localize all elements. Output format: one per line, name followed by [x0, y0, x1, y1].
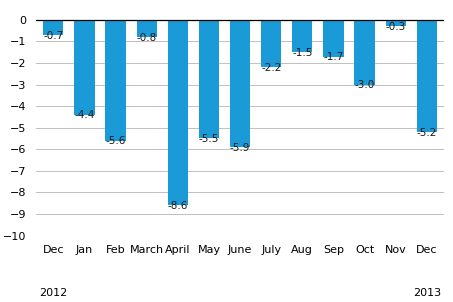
Bar — [74, 20, 95, 115]
Bar — [43, 20, 63, 35]
Text: -5.5: -5.5 — [199, 134, 219, 144]
Text: -8.6: -8.6 — [168, 201, 188, 211]
Text: -5.6: -5.6 — [106, 136, 126, 146]
Text: -0.8: -0.8 — [137, 33, 157, 43]
Bar — [230, 20, 250, 147]
Bar — [199, 20, 219, 139]
Text: -0.7: -0.7 — [43, 31, 63, 41]
Bar — [292, 20, 313, 52]
Text: -5.9: -5.9 — [230, 143, 250, 153]
Bar — [168, 20, 188, 205]
Bar — [106, 20, 126, 141]
Bar — [386, 20, 406, 26]
Text: -1.5: -1.5 — [292, 48, 313, 58]
Text: -3.0: -3.0 — [354, 80, 375, 90]
Text: -2.2: -2.2 — [261, 63, 281, 73]
Text: -4.4: -4.4 — [74, 111, 95, 120]
Bar — [354, 20, 375, 85]
Bar — [417, 20, 437, 132]
Text: -1.7: -1.7 — [323, 52, 344, 62]
Bar — [261, 20, 281, 67]
Text: -5.2: -5.2 — [417, 128, 437, 138]
Bar — [137, 20, 157, 37]
Text: 2012: 2012 — [39, 288, 67, 298]
Text: 2013: 2013 — [413, 288, 441, 298]
Text: -0.3: -0.3 — [386, 22, 406, 32]
Bar — [323, 20, 343, 56]
